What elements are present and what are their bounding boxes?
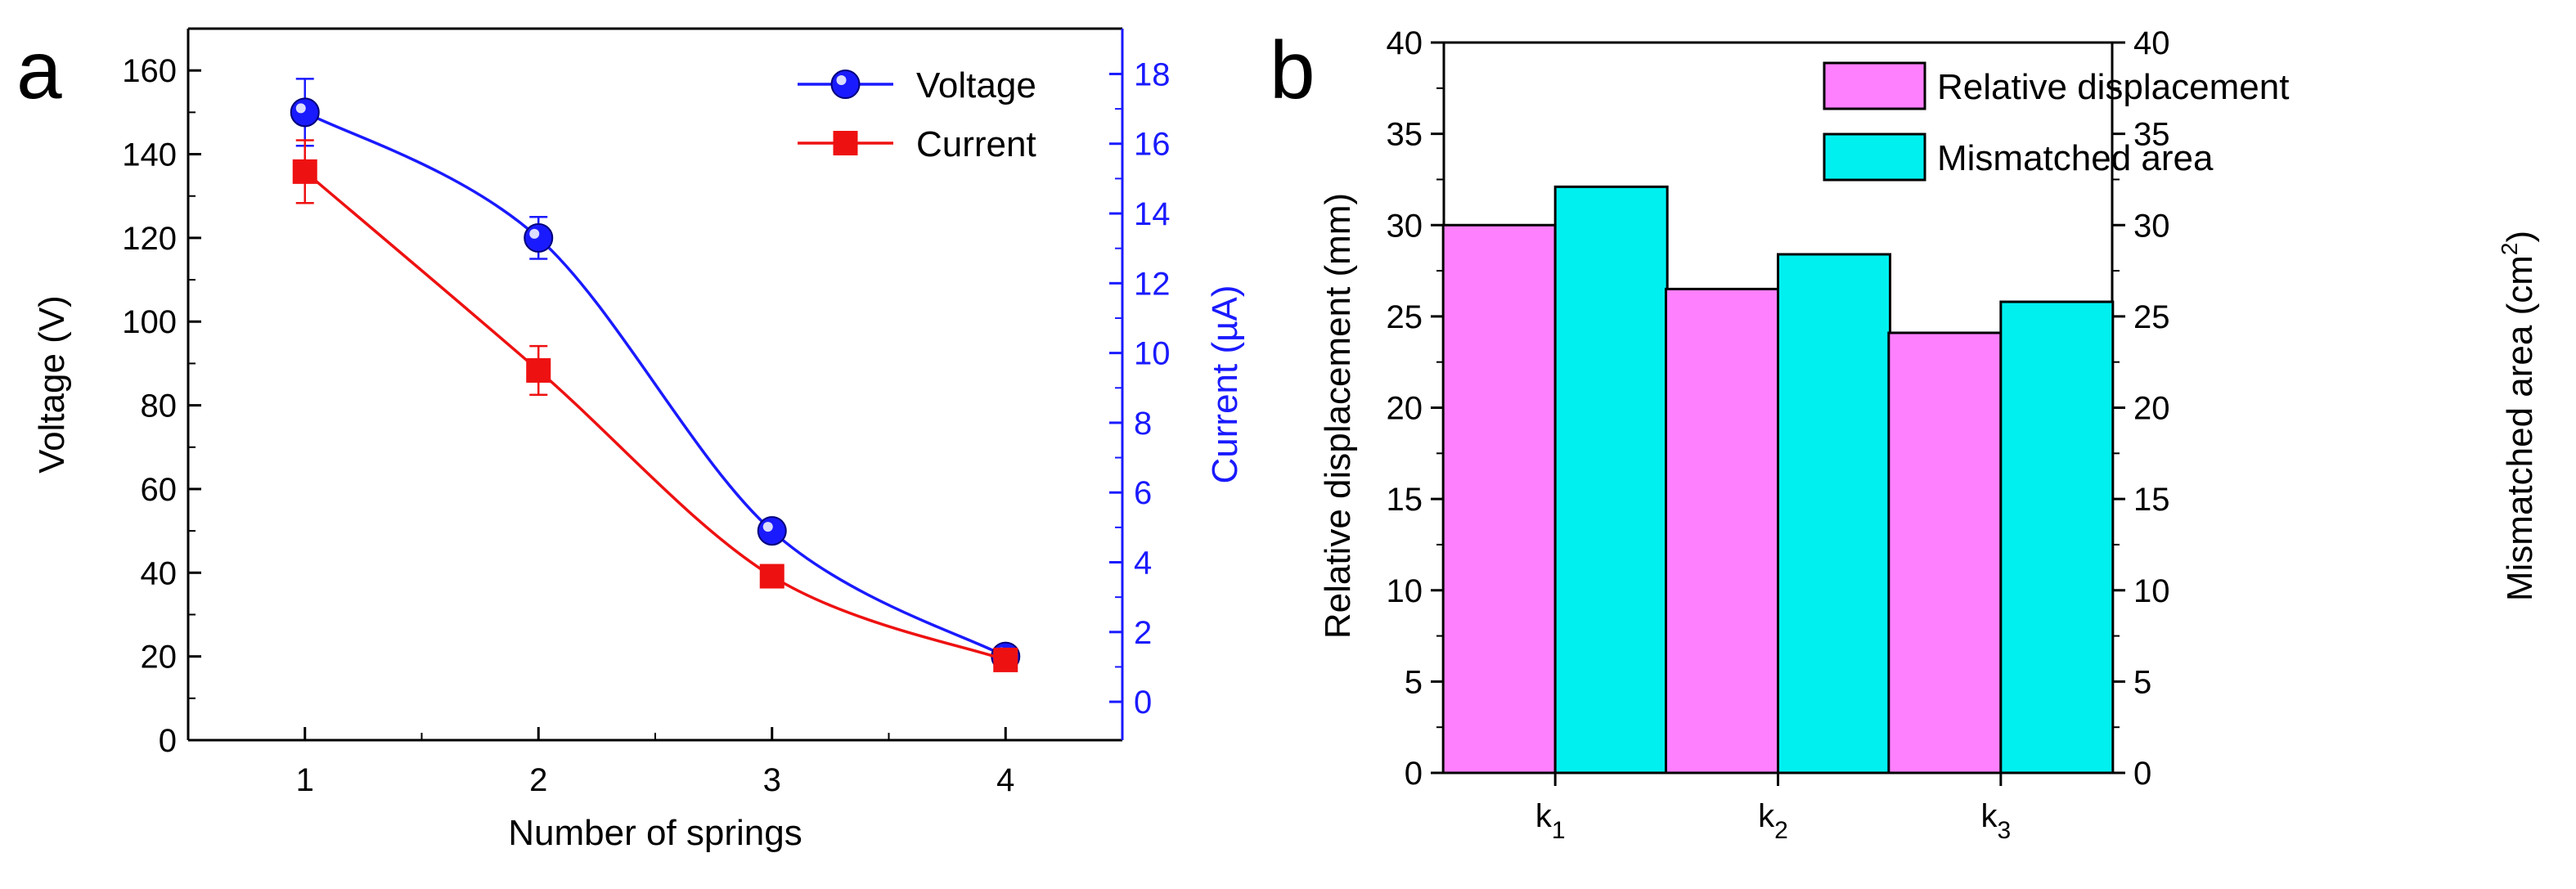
x-axis-title: Number of springs xyxy=(508,813,802,853)
x-tick-label-subscript: 1 xyxy=(1552,817,1566,844)
x-tick-label: 2 xyxy=(529,762,547,798)
y2-tick-label: 10 xyxy=(1134,336,1171,372)
y-tick-label: 25 xyxy=(1387,299,1423,335)
current-point xyxy=(759,563,784,589)
x-tick-label-base: k xyxy=(1758,798,1775,834)
y2-tick-label: 4 xyxy=(1134,546,1152,581)
voltage-series-line xyxy=(303,110,1007,658)
y2-tick-label: 10 xyxy=(2133,573,2170,609)
y-tick-label: 35 xyxy=(1387,117,1423,153)
mismatched-area-bar xyxy=(1999,300,2115,775)
x-tick-label: 3 xyxy=(763,762,781,798)
y2-tick-label: 30 xyxy=(2133,208,2170,244)
y2-tick-label: 25 xyxy=(2133,299,2170,335)
y-tick-label: 20 xyxy=(141,640,178,676)
y2-tick-label: 8 xyxy=(1134,406,1152,442)
y2-tick-label: 2 xyxy=(1134,615,1152,651)
current-point xyxy=(993,647,1018,672)
legend-relative-displacement-label: Relative displacement xyxy=(1937,67,2289,107)
relative-displacement-bar xyxy=(1665,287,1779,775)
current-series-line xyxy=(303,170,1006,662)
relative-displacement-bar xyxy=(1441,223,1557,775)
voltage-point xyxy=(524,222,554,253)
current-point xyxy=(526,357,551,383)
x-tick-label: k2 xyxy=(1758,798,1788,844)
x-tick-label-subscript: 2 xyxy=(1774,817,1788,844)
y-axis-title: Relative displacement (mm) xyxy=(1318,193,1358,639)
y2-tick-label: 12 xyxy=(1134,266,1171,302)
y-tick-label: 5 xyxy=(1405,664,1423,700)
legend-mismatched-area-label: Mismatched area xyxy=(1937,138,2214,178)
y-tick-label: 80 xyxy=(141,388,178,424)
y2-axis-title-main: Mismatched area (cm xyxy=(2500,255,2540,601)
y2-tick-label: 18 xyxy=(1134,56,1171,92)
y2-axis-title-end: ) xyxy=(2500,231,2540,243)
y2-tick-label: 16 xyxy=(1134,127,1171,163)
x-tick-label-subscript: 3 xyxy=(1997,817,2011,844)
y-tick-label: 15 xyxy=(1387,482,1423,518)
mismatched-area-bar xyxy=(1553,185,1669,775)
y-tick-label: 40 xyxy=(1387,25,1423,61)
y-axis-title: Voltage (V) xyxy=(32,295,72,474)
y-tick-label: 20 xyxy=(1387,391,1423,427)
y2-tick-label: 0 xyxy=(2133,756,2151,792)
x-tick-label: 4 xyxy=(996,762,1014,798)
legend-mismatched-area-swatch xyxy=(1823,132,1926,182)
y-tick-label: 0 xyxy=(1405,756,1423,792)
x-tick-label: k3 xyxy=(1980,798,2011,844)
y2-tick-label: 0 xyxy=(1134,685,1152,721)
y2-tick-label: 15 xyxy=(2133,482,2170,518)
panel-label-b: b xyxy=(1270,25,1315,116)
voltage-point-highlight xyxy=(295,103,306,114)
y2-axis-title: Current (µA) xyxy=(1205,285,1245,484)
y-tick-label: 10 xyxy=(1387,573,1423,609)
y2-tick-label: 40 xyxy=(2133,25,2170,61)
legend-relative-displacement-swatch xyxy=(1823,61,1926,110)
y2-tick-label: 14 xyxy=(1134,196,1171,232)
x-tick-label: 1 xyxy=(296,762,314,798)
y2-tick-label: 20 xyxy=(2133,391,2170,427)
legend-voltage-marker xyxy=(830,70,861,99)
voltage-point-highlight xyxy=(529,228,540,239)
legend-voltage-marker-highlight xyxy=(836,75,847,85)
x-tick-label-base: k xyxy=(1535,798,1553,834)
current-point xyxy=(292,159,317,184)
y-tick-label: 40 xyxy=(141,555,178,591)
legend-current-label: Current xyxy=(916,124,1036,164)
y2-tick-label: 5 xyxy=(2133,664,2151,700)
voltage-point xyxy=(757,516,787,546)
y-tick-label: 0 xyxy=(159,723,177,759)
x-tick-label-base: k xyxy=(1980,798,1998,834)
voltage-point-highlight xyxy=(762,522,773,532)
panel-b-bar-chart: b 0 5 10 15 20 25 30 35 40 0 5 10 15 20 25 30 35 40 Relativ… xyxy=(1270,25,2540,844)
mismatched-area-bar xyxy=(1777,253,1891,775)
y-tick-label: 30 xyxy=(1387,208,1423,244)
y-tick-label: 120 xyxy=(122,221,177,257)
panel-label-a: a xyxy=(16,25,62,116)
x-tick-label: k1 xyxy=(1535,798,1566,844)
y2-axis-title: Mismatched area (cm2) xyxy=(2497,231,2540,601)
y2-tick-label: 35 xyxy=(2133,117,2170,153)
legend-current-marker xyxy=(833,131,858,155)
relative-displacement-bar xyxy=(1887,331,2003,775)
y2-tick-label: 6 xyxy=(1134,475,1152,511)
y-tick-label: 140 xyxy=(122,137,177,173)
voltage-point xyxy=(290,97,320,128)
legend-voltage-label: Voltage xyxy=(916,65,1036,106)
y-tick-label: 100 xyxy=(122,304,177,340)
y2-axis-title-superscript: 2 xyxy=(2497,243,2522,256)
y-tick-label: 60 xyxy=(141,472,178,508)
y-tick-label: 160 xyxy=(122,53,177,89)
